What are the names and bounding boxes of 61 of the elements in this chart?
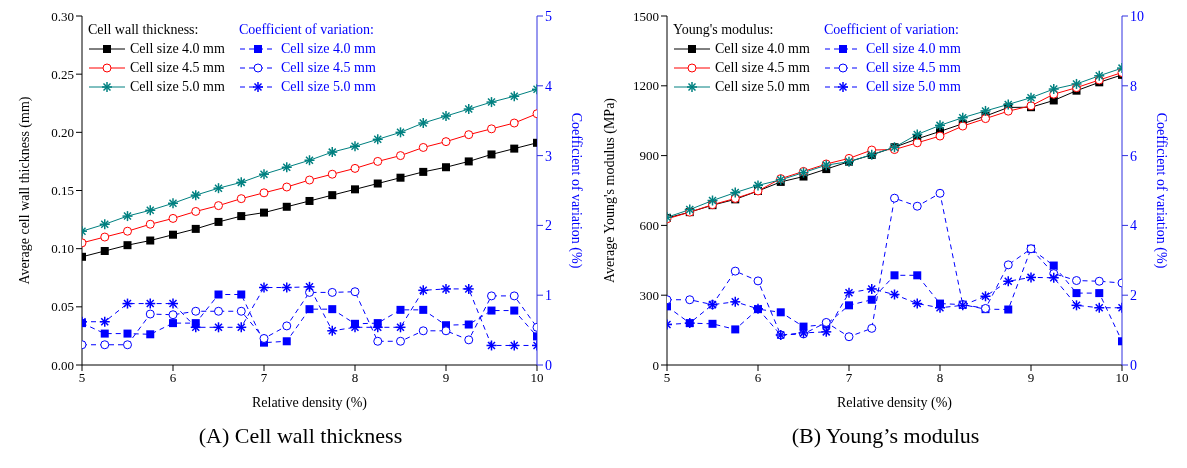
y-tick-label: 0.25 bbox=[51, 66, 74, 82]
x-tick-label: 7 bbox=[845, 370, 853, 386]
legend-label: Cell size 5.0 mm bbox=[715, 78, 810, 96]
y2-tick-label: 1 bbox=[545, 288, 552, 304]
y-tick-label: 0.10 bbox=[51, 241, 74, 257]
y-tick-label: 600 bbox=[639, 218, 659, 234]
y2-tick-label: 4 bbox=[1130, 218, 1137, 234]
x-tick-label: 8 bbox=[936, 370, 944, 386]
y-tick-label: 0.15 bbox=[51, 183, 74, 199]
y2-tick-label: 10 bbox=[1130, 8, 1144, 24]
x-tick-label: 5 bbox=[78, 370, 86, 386]
text: (A) Cell wall thickness bbox=[197, 423, 404, 449]
y2-tick-label: 0 bbox=[545, 357, 552, 373]
y-tick-label: 300 bbox=[639, 287, 659, 303]
legend-label: Cell size 5.0 mm bbox=[865, 78, 961, 96]
legend-label: Cell size 4.0 mm bbox=[280, 40, 376, 58]
text: (B) Young’s modulus bbox=[790, 423, 981, 449]
y-tick-label: 1200 bbox=[633, 78, 659, 94]
y2-tick-label: 3 bbox=[545, 148, 552, 164]
y2-tick-label: 8 bbox=[1130, 78, 1137, 94]
legend-label: Cell size 5.0 mm bbox=[280, 78, 376, 96]
x-tick-label: 6 bbox=[169, 370, 177, 386]
annotation: Coefficient of variation: bbox=[823, 22, 960, 38]
x-tick-label: 7 bbox=[260, 370, 268, 386]
x-tick-label: 5 bbox=[663, 370, 671, 386]
y2-axis-title: Coefficient of variation (%) bbox=[1153, 112, 1170, 269]
y2-tick-label: 2 bbox=[1130, 288, 1137, 304]
legend-label: Cell size 4.5 mm bbox=[715, 59, 810, 77]
legend-label: Cell size 4.5 mm bbox=[130, 59, 225, 77]
y2-tick-label: 2 bbox=[545, 218, 552, 234]
y-tick-label: 0.05 bbox=[51, 299, 74, 315]
x-tick-label: 10 bbox=[1115, 370, 1129, 386]
y-axis-title: Average Young's modulus (MPa) bbox=[601, 97, 618, 284]
legend-label: Cell size 5.0 mm bbox=[130, 78, 225, 96]
x-tick-label: 10 bbox=[530, 370, 544, 386]
x-tick-label: 9 bbox=[442, 370, 450, 386]
y2-tick-label: 0 bbox=[1130, 357, 1137, 373]
y2-tick-label: 5 bbox=[545, 8, 552, 24]
y-tick-label: 0.30 bbox=[51, 8, 74, 24]
legend-label: Cell size 4.5 mm bbox=[865, 59, 961, 77]
legend-title: Young's modulus: bbox=[673, 22, 775, 38]
y-tick-label: 1500 bbox=[633, 8, 659, 24]
legend-label: Cell size 4.5 mm bbox=[280, 59, 376, 77]
legend-label: Cell size 4.0 mm bbox=[865, 40, 961, 58]
y-tick-label: 0.20 bbox=[51, 124, 74, 140]
y-tick-label: 900 bbox=[639, 148, 659, 164]
legend-label: Cell size 4.0 mm bbox=[130, 40, 225, 58]
x-tick-label: 8 bbox=[351, 370, 359, 386]
y2-tick-label: 6 bbox=[1130, 148, 1137, 164]
legend-title: Cell wall thickness: bbox=[88, 22, 200, 38]
x-tick-label: 6 bbox=[754, 370, 762, 386]
x-tick-label: 9 bbox=[1027, 370, 1035, 386]
y-tick-label: 0.00 bbox=[51, 357, 74, 373]
legend-label: Cell size 4.0 mm bbox=[715, 40, 810, 58]
y-axis-title: Average cell wall thickness (mm) bbox=[16, 96, 33, 285]
annotation: Coefficient of variation: bbox=[238, 22, 375, 38]
x-axis-title: Relative density (%) bbox=[836, 395, 953, 411]
y2-axis-title: Coefficient of variation (%) bbox=[568, 112, 585, 269]
x-axis-title: Relative density (%) bbox=[251, 395, 368, 411]
y2-tick-label: 4 bbox=[545, 78, 552, 94]
y-tick-label: 0 bbox=[652, 357, 659, 373]
